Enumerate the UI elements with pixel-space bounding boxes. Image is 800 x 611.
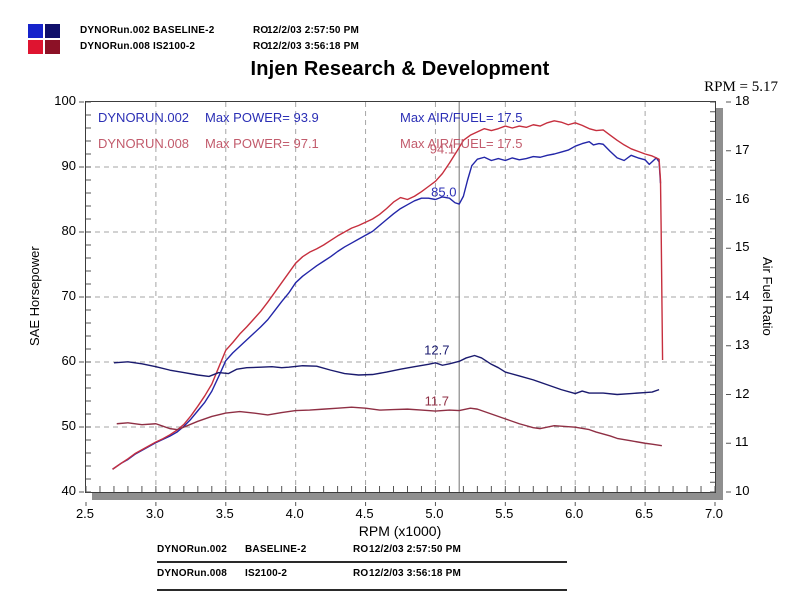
run-description: BASELINE-2 bbox=[245, 544, 307, 555]
series-dynorun-008-power bbox=[112, 120, 664, 470]
tick-label: 16 bbox=[735, 190, 750, 206]
tick-label: 17 bbox=[735, 141, 750, 157]
tick-label: 3.5 bbox=[215, 506, 234, 521]
tick-label: 6.0 bbox=[565, 506, 584, 521]
right-axis-title: Air Fuel Ratio bbox=[760, 256, 775, 336]
tick-label: 4.0 bbox=[285, 506, 304, 521]
logo-square-red bbox=[28, 40, 43, 54]
cursor-rpm-readout: RPM = 5.17 bbox=[704, 79, 778, 95]
run-description: IS2100-2 bbox=[153, 41, 196, 52]
series-dynorun-002-air-fuel bbox=[113, 354, 660, 396]
x-axis-title: RPM (x1000) bbox=[358, 523, 442, 539]
footer-divider-2 bbox=[157, 589, 567, 591]
legend-max-airfuel: Max AIR/FUEL= 17.5 bbox=[400, 110, 523, 125]
footer-run-row-2: DYNORun.008 IS2100-2 RO 12/2/03 3:56:18 … bbox=[157, 568, 577, 581]
dyno-chart-canvas[interactable] bbox=[79, 101, 731, 506]
logo-square-darkred bbox=[45, 40, 60, 54]
run-file-name: DYNORun.002 bbox=[157, 544, 227, 555]
tick-label: 40 bbox=[61, 483, 76, 498]
tick-label: 90 bbox=[61, 158, 76, 173]
tick-label: 60 bbox=[61, 353, 76, 368]
tick-label: 5.5 bbox=[495, 506, 514, 521]
tick-label: 6.5 bbox=[635, 506, 654, 521]
run-mode-flag: RO bbox=[253, 25, 269, 36]
run-timestamp: 12/2/03 3:56:18 PM bbox=[267, 41, 359, 52]
tick-label: 14 bbox=[735, 288, 750, 303]
run-timestamp: 12/2/03 3:56:18 PM bbox=[369, 568, 461, 579]
series-dynorun-002-power bbox=[112, 140, 662, 470]
tick-label: 70 bbox=[61, 288, 76, 303]
tick-label: 12 bbox=[735, 385, 750, 401]
tick-label: 5.0 bbox=[425, 506, 444, 521]
footer-run-row-1: DYNORun.002 BASELINE-2 RO 12/2/03 2:57:5… bbox=[157, 544, 577, 557]
tick-label: 15 bbox=[735, 239, 750, 255]
tick-label: 7.0 bbox=[704, 506, 724, 521]
logo-square-blue bbox=[28, 24, 43, 38]
tick-label: 100 bbox=[54, 93, 76, 108]
run-timestamp: 12/2/03 2:57:50 PM bbox=[369, 544, 461, 555]
run-mode-flag: RO bbox=[253, 41, 269, 52]
tick-label: 10 bbox=[735, 483, 750, 498]
tick-label: 11 bbox=[735, 434, 749, 450]
cursor-value-label: 11.7 bbox=[424, 393, 449, 409]
run-mode-flag: RO bbox=[353, 544, 369, 555]
app-logo-icon bbox=[28, 24, 62, 56]
run-file-name: DYNORun.008 bbox=[80, 41, 150, 52]
tick-label: 50 bbox=[61, 418, 76, 433]
legend-run-name: DYNORUN.008 bbox=[98, 136, 190, 151]
run-file-name: DYNORun.008 bbox=[157, 568, 227, 579]
run-description: BASELINE-2 bbox=[153, 25, 215, 36]
run-description: IS2100-2 bbox=[245, 568, 288, 579]
tick-label: 80 bbox=[61, 223, 76, 238]
logo-square-darkblue bbox=[45, 24, 60, 38]
dyno-plot-area[interactable]: DYNORUN.002 Max POWER= 93.9 Max AIR/FUEL… bbox=[79, 101, 731, 506]
run-mode-flag: RO bbox=[353, 568, 369, 579]
legend-max-airfuel: Max AIR/FUEL= 17.5 bbox=[400, 136, 523, 151]
cursor-value-label: 85.0 bbox=[431, 184, 457, 200]
legend-max-power: Max POWER= 97.1 bbox=[205, 136, 319, 151]
tick-label: 18 bbox=[735, 93, 750, 108]
legend-run-name: DYNORUN.002 bbox=[98, 110, 190, 125]
cursor-value-label: 94.1 bbox=[429, 141, 456, 157]
tick-label: 2.5 bbox=[75, 506, 95, 521]
run-timestamp: 12/2/03 2:57:50 PM bbox=[267, 25, 359, 36]
run-file-name: DYNORun.002 bbox=[80, 25, 150, 36]
tick-label: 13 bbox=[735, 336, 750, 352]
cursor-value-label: 12.7 bbox=[424, 342, 450, 358]
tick-label: 3.0 bbox=[145, 506, 164, 521]
chart-title: Injen Research & Development bbox=[250, 58, 550, 80]
legend-row-baseline: DYNORUN.002 Max POWER= 93.9 Max AIR/FUEL… bbox=[86, 110, 715, 126]
footer-divider-1 bbox=[157, 561, 567, 563]
series-dynorun-008-air-fuel bbox=[116, 406, 662, 447]
tick-label: 4.5 bbox=[355, 506, 374, 521]
legend-row-intake: DYNORUN.008 Max POWER= 97.1 Max AIR/FUEL… bbox=[86, 136, 715, 152]
legend-max-power: Max POWER= 93.9 bbox=[205, 110, 319, 125]
